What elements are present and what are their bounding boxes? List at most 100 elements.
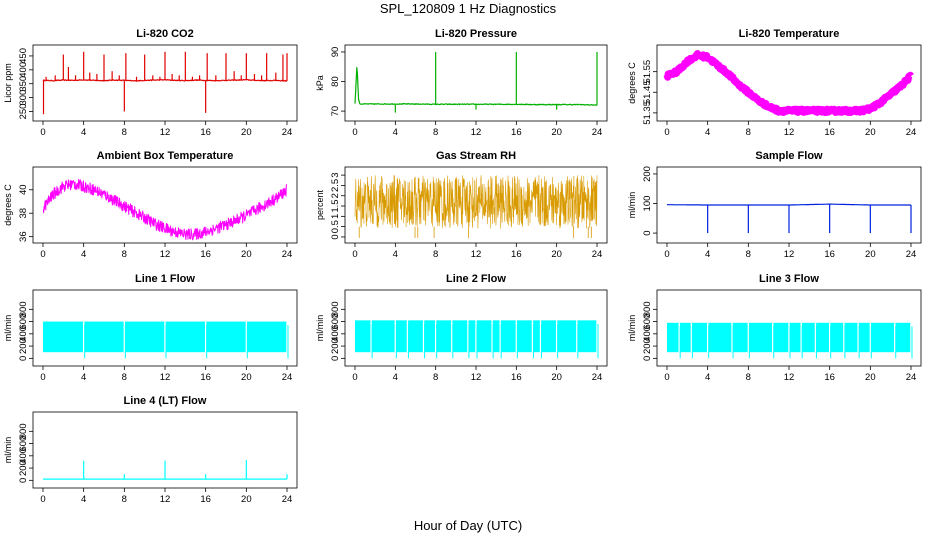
panel-title: Li-820 CO2 <box>136 28 193 40</box>
y-tick-label: 200 <box>642 166 653 182</box>
y-tick-label: 3 <box>330 172 341 177</box>
y-tick-label: 38 <box>18 208 29 219</box>
y-axis-label: Licor ppm <box>3 63 13 103</box>
y-axis-label: degrees C <box>3 184 13 226</box>
x-tick-label: 4 <box>81 249 86 260</box>
x-tick-label: 0 <box>40 372 45 383</box>
x-tick-label: 20 <box>241 494 252 505</box>
x-tick-label: 0 <box>352 372 357 383</box>
y-tick-label: 0 <box>642 356 653 361</box>
y-tick-label: 350 <box>18 76 29 92</box>
y-tick-label: 600 <box>330 314 341 330</box>
y-tick-label: 0 <box>642 230 653 235</box>
x-tick-label: 12 <box>471 249 482 260</box>
x-tick-label: 24 <box>282 249 293 260</box>
x-tick-label: 24 <box>282 127 293 138</box>
x-tick-label: 8 <box>746 127 751 138</box>
x-tick-label: 0 <box>352 127 357 138</box>
series-line <box>354 175 598 229</box>
series-line <box>663 50 914 116</box>
y-axis-label: percent <box>315 189 325 220</box>
y-tick-label: 2 <box>330 193 341 198</box>
x-tick-label: 8 <box>122 249 127 260</box>
y-tick-label: 2.5 <box>330 179 341 192</box>
y-tick-label: 1 <box>330 214 341 219</box>
panel-3: Li-820 Temperature 0 4 8 12 16 20 24 51.3551.455… <box>627 28 922 138</box>
panel-title: Line 3 Flow <box>759 273 819 285</box>
x-tick-label: 0 <box>40 127 45 138</box>
x-tick-label: 8 <box>433 127 438 138</box>
y-tick-label: 250 <box>18 104 29 120</box>
x-tick-label: 24 <box>592 372 603 383</box>
x-tick-label: 4 <box>705 372 710 383</box>
y-tick-label: 450 <box>18 48 29 64</box>
y-tick-label: 51.45 <box>642 80 653 104</box>
y-tick-label: 51.55 <box>642 60 653 84</box>
y-axis-label: ml/min <box>315 315 325 342</box>
y-tick-label: 400 <box>330 326 341 342</box>
y-tick-label: 600 <box>18 314 29 330</box>
x-tick-label: 12 <box>784 127 795 138</box>
x-tick-label: 16 <box>200 127 211 138</box>
x-tick-label: 8 <box>433 249 438 260</box>
x-tick-label: 16 <box>824 249 835 260</box>
y-tick-label: 400 <box>18 326 29 342</box>
y-axis-label: ml/min <box>627 192 637 219</box>
panel-title: Line 4 (LT) Flow <box>124 395 207 407</box>
y-tick-label: 0 <box>18 356 29 361</box>
panel-title: Li-820 Pressure <box>435 28 517 40</box>
series-line <box>42 179 288 241</box>
y-tick-label: 400 <box>18 62 29 78</box>
series-line <box>354 67 598 106</box>
x-tick-label: 4 <box>705 249 710 260</box>
x-tick-label: 16 <box>824 127 835 138</box>
figure-title: SPL_120809 1 Hz Diagnostics <box>379 1 557 16</box>
y-tick-label: 300 <box>18 90 29 106</box>
panel-title: Li-820 Temperature <box>739 28 840 40</box>
panel-10: Line 4 (LT) Flow 0 4 8 12 16 20 24 0 200400600800… <box>3 395 298 505</box>
x-tick-label: 12 <box>160 494 171 505</box>
x-tick-label: 0 <box>664 127 669 138</box>
x-tick-label: 12 <box>784 372 795 383</box>
panel-4: Ambient Box Temperature 0 4 8 12 16 20 24 36 38 40… <box>3 150 298 260</box>
x-tick-label: 20 <box>241 127 252 138</box>
x-tick-label: 12 <box>471 127 482 138</box>
x-tick-label: 20 <box>865 372 876 383</box>
x-tick-label: 20 <box>241 372 252 383</box>
y-tick-label: 200 <box>18 338 29 354</box>
y-axis-label: ml/min <box>3 437 13 464</box>
y-tick-label: 800 <box>330 301 341 317</box>
x-tick-label: 4 <box>81 494 86 505</box>
x-axis-label: Hour of Day (UTC) <box>413 518 523 533</box>
y-tick-label: 1.5 <box>330 199 341 212</box>
x-tick-label: 12 <box>160 127 171 138</box>
y-tick-label: 0 <box>18 478 29 483</box>
y-tick-label: 200 <box>642 338 653 354</box>
x-tick-label: 24 <box>906 249 917 260</box>
y-tick-label: 0.5 <box>330 220 341 233</box>
y-tick-label: 40 <box>18 184 29 195</box>
y-tick-label: 800 <box>18 301 29 317</box>
y-tick-label: 90 <box>330 47 341 58</box>
y-axis-label: kPa <box>315 75 325 91</box>
x-tick-label: 24 <box>282 494 293 505</box>
x-tick-label: 16 <box>824 372 835 383</box>
y-tick-label: 0 <box>330 356 341 361</box>
y-tick-label: 800 <box>18 423 29 439</box>
y-tick-label: 70 <box>330 106 341 117</box>
x-tick-label: 4 <box>81 372 86 383</box>
x-tick-label: 16 <box>200 249 211 260</box>
x-tick-label: 20 <box>865 127 876 138</box>
y-axis-label: ml/min <box>3 315 13 342</box>
x-tick-label: 0 <box>664 372 669 383</box>
x-tick-label: 12 <box>160 249 171 260</box>
y-tick-label: 600 <box>642 314 653 330</box>
y-tick-label: 200 <box>330 338 341 354</box>
x-tick-label: 12 <box>784 249 795 260</box>
panel-5: Gas Stream RH0 4 8 12 16 20 2400.511.522.53per… <box>315 150 608 260</box>
x-tick-label: 20 <box>551 372 562 383</box>
x-tick-label: 16 <box>200 372 211 383</box>
y-tick-label: 600 <box>18 436 29 452</box>
